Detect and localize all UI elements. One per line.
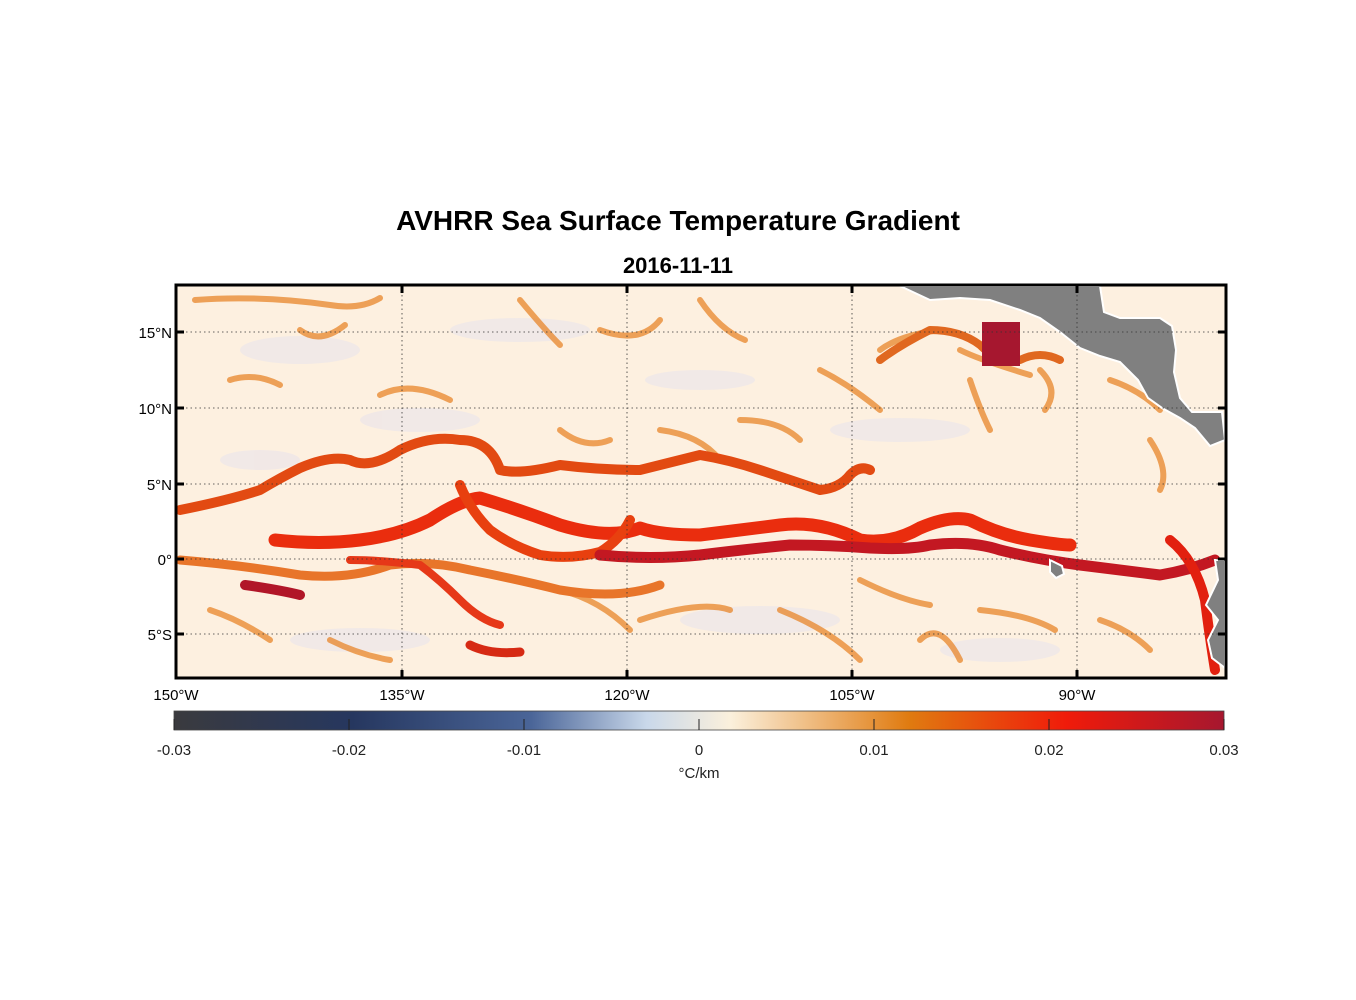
land xyxy=(899,286,1225,670)
lon-label-150w: 150°W xyxy=(153,687,199,704)
frame-ticks xyxy=(176,285,1226,678)
colorbar-tick-label: -0.03 xyxy=(157,742,191,759)
colorbar-tick-label: 0.02 xyxy=(1034,742,1063,759)
map-frame xyxy=(174,283,1228,680)
lat-label-5s: 5°S xyxy=(148,627,172,644)
gradient-texture xyxy=(220,318,1060,662)
lon-labels: 150°W 135°W 120°W 105°W 90°W xyxy=(153,687,1096,704)
lon-label-105w: 105°W xyxy=(829,687,875,704)
equatorial-fronts xyxy=(177,326,1221,675)
colorbar-tick-label: 0.01 xyxy=(859,742,888,759)
colorbar-unit-label: °C/km xyxy=(679,765,720,782)
colorbar-tick-label: 0 xyxy=(695,742,703,759)
colorbar-tick-label: -0.01 xyxy=(507,742,541,759)
lat-label-15n: 15°N xyxy=(138,325,172,342)
colorbar-ticks xyxy=(173,719,1225,730)
lat-label-5n: 5°N xyxy=(147,477,172,494)
colorbar-tick-label: -0.02 xyxy=(332,742,366,759)
map-area xyxy=(177,286,1225,677)
lon-label-120w: 120°W xyxy=(604,687,650,704)
lat-labels: 15°N 10°N 5°N 0° 5°S xyxy=(138,325,172,644)
lon-label-135w: 135°W xyxy=(379,687,425,704)
lat-label-10n: 10°N xyxy=(138,401,172,418)
colorbar: -0.03 -0.02 -0.01 0 0.01 0.02 0.03 °C/km xyxy=(157,710,1239,782)
central-america xyxy=(899,286,1225,448)
weak-fronts xyxy=(192,295,1167,663)
chart-title: AVHRR Sea Surface Temperature Gradient xyxy=(396,205,960,236)
south-america xyxy=(1204,559,1225,670)
graticule xyxy=(177,286,1225,677)
lon-label-90w: 90°W xyxy=(1059,687,1097,704)
tehuantepec-patch xyxy=(982,322,1020,366)
chart-subtitle: 2016-11-11 xyxy=(622,253,734,278)
lat-label-0: 0° xyxy=(158,552,172,569)
colorbar-tick-label: 0.03 xyxy=(1209,742,1238,759)
galapagos xyxy=(1049,558,1066,580)
